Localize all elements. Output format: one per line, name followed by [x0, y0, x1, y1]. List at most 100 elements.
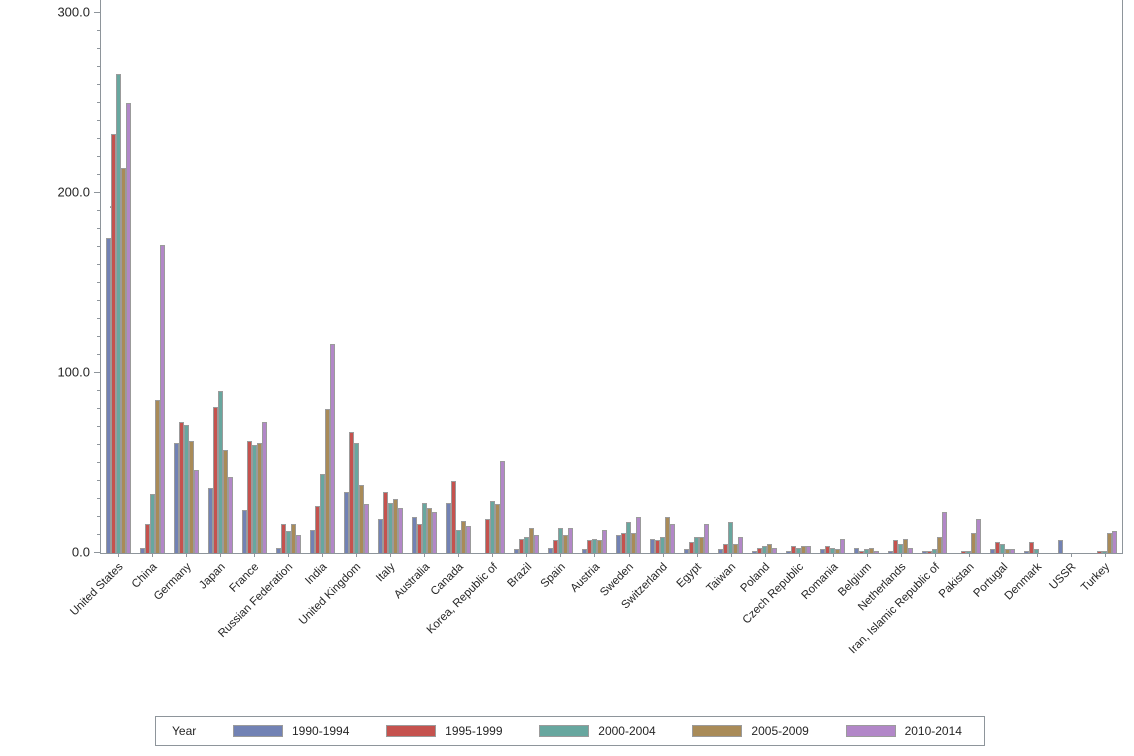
bar	[149, 494, 155, 553]
legend-entry: 1995-1999	[386, 724, 503, 738]
bar	[728, 522, 734, 553]
x-axis-label: Japan	[196, 561, 228, 592]
bar	[971, 533, 977, 553]
bar	[859, 551, 865, 553]
bar	[144, 524, 150, 553]
bar	[864, 549, 870, 553]
x-tick	[662, 553, 664, 557]
bar	[309, 530, 315, 553]
bar-group	[1088, 0, 1122, 553]
y-minor-tick	[97, 282, 101, 283]
bar	[450, 481, 456, 553]
bar	[431, 512, 437, 553]
y-minor-tick	[97, 264, 101, 265]
y-minor-tick	[97, 336, 101, 337]
y-minor-tick	[97, 354, 101, 355]
bar	[830, 548, 836, 553]
y-tick-label: 300.0	[57, 4, 90, 20]
bar	[426, 508, 432, 553]
bar-groups	[101, 0, 1122, 553]
y-minor-tick	[97, 120, 101, 121]
bar-group	[169, 0, 203, 553]
bar	[1058, 540, 1064, 553]
x-tick	[730, 553, 732, 557]
bar-group	[680, 0, 714, 553]
plot-area: No. of top10 publ., full counts 0.0100.0…	[57, 0, 1123, 560]
bar	[752, 551, 758, 553]
bar	[660, 537, 666, 553]
bar-group	[952, 0, 986, 553]
bar	[757, 548, 763, 553]
bar	[801, 546, 807, 553]
bar	[523, 537, 529, 553]
bar	[694, 537, 700, 553]
y-minor-tick	[97, 300, 101, 301]
bar	[791, 546, 797, 553]
bar-group	[101, 0, 135, 553]
x-tick	[1104, 553, 1106, 557]
bar	[547, 548, 553, 553]
x-axis-label: USSR	[1047, 561, 1079, 593]
bar	[655, 540, 661, 553]
x-axis-labels: United States China Germany Japan France Russ…	[68, 554, 1121, 704]
bar	[689, 542, 695, 553]
bar	[854, 548, 860, 553]
legend-label: 2005-2009	[751, 724, 809, 738]
bar	[976, 519, 982, 553]
legend-label: 2000-2004	[598, 724, 656, 738]
bar	[1005, 549, 1011, 553]
y-tick-label: 0.0	[71, 544, 90, 560]
bar	[591, 539, 597, 553]
bar-group	[884, 0, 918, 553]
y-minor-tick	[97, 516, 101, 517]
bar	[1097, 551, 1103, 553]
bar	[329, 344, 335, 553]
y-minor-tick	[97, 318, 101, 319]
legend-swatch	[539, 725, 590, 737]
bar	[699, 537, 705, 553]
bar-group	[577, 0, 611, 553]
bar-group	[237, 0, 271, 553]
y-minor-tick	[97, 48, 101, 49]
y-tick-label: 200.0	[57, 184, 90, 200]
bar	[922, 551, 928, 553]
bar	[120, 168, 126, 553]
bar	[650, 539, 656, 553]
x-tick	[594, 553, 596, 557]
bar-group	[339, 0, 373, 553]
bar	[533, 535, 539, 553]
legend: Year 1990-1994 1995-1999 2000-2004 2005-200…	[155, 716, 985, 746]
bar	[241, 510, 247, 553]
x-tick	[424, 553, 426, 557]
bar-group	[441, 0, 475, 553]
bar-group	[918, 0, 952, 553]
bar	[358, 485, 364, 553]
bar	[465, 526, 471, 553]
bar	[990, 549, 996, 553]
bar	[343, 492, 349, 553]
bar	[528, 528, 534, 553]
bar	[995, 542, 1001, 553]
x-tick	[526, 553, 528, 557]
bar	[280, 524, 286, 553]
y-minor-tick	[97, 102, 101, 103]
bar	[601, 530, 607, 553]
bar	[898, 544, 904, 553]
bar	[207, 488, 213, 553]
bar	[455, 530, 461, 553]
bar	[1107, 533, 1113, 553]
bar	[1010, 549, 1016, 553]
bar	[932, 549, 938, 553]
bar	[581, 549, 587, 553]
bar	[445, 503, 451, 553]
bar	[820, 549, 826, 553]
bar	[421, 503, 427, 553]
bar	[684, 549, 690, 553]
bar	[251, 445, 257, 553]
legend-title: Year	[172, 724, 197, 738]
bar	[806, 546, 812, 553]
bar	[139, 548, 145, 553]
y-tick-label: 100.0	[57, 364, 90, 380]
bar	[518, 539, 524, 553]
bar	[377, 519, 383, 553]
